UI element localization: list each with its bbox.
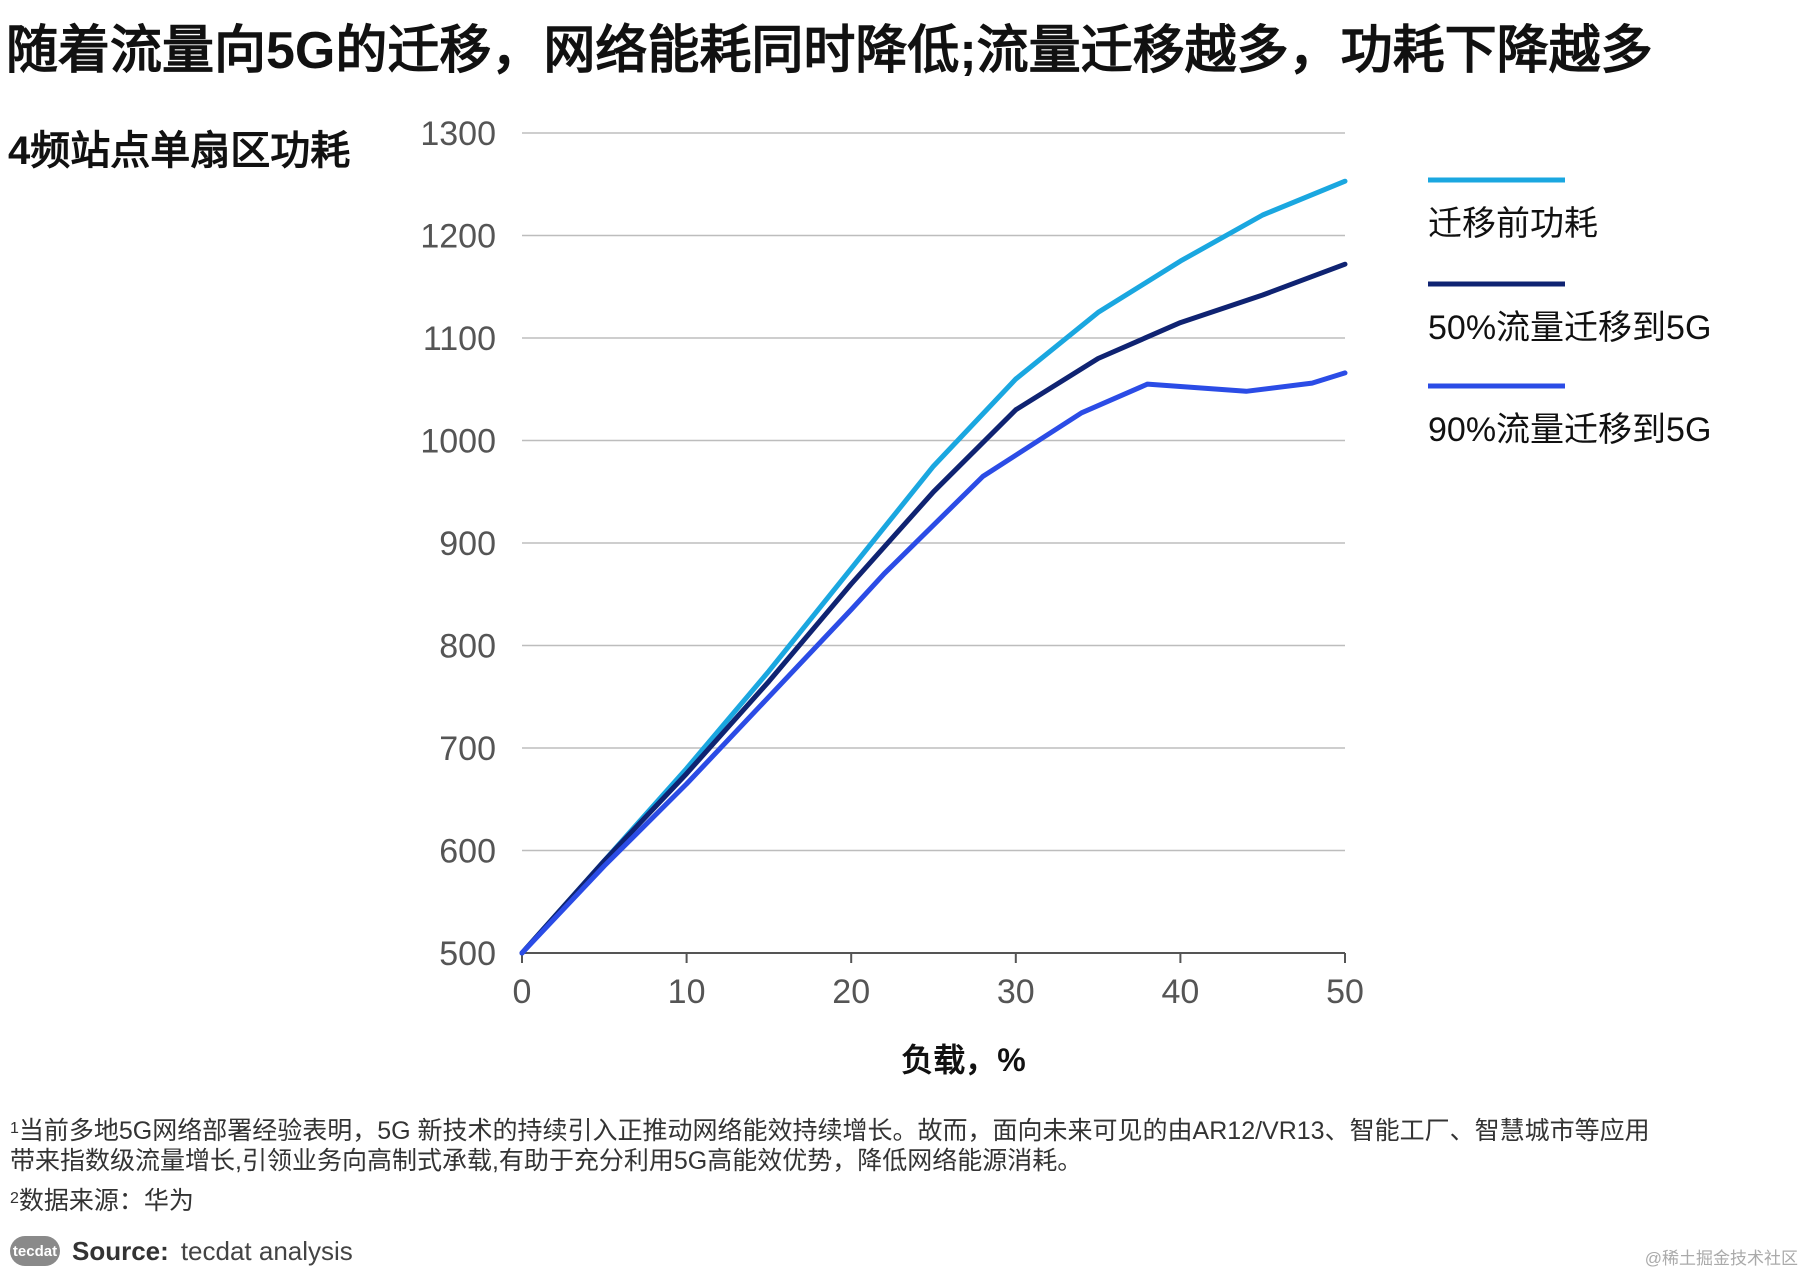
footnote-text: 数据来源：华为: [18, 1187, 194, 1215]
y-tick-label: 800: [439, 628, 496, 666]
legend-label: 50%流量迁移到5G: [1428, 309, 1711, 347]
footnote-1: 1当前多地5G网络部署经验表明，5G 新技术的持续引入正推动网络能效持续增长。故…: [10, 1116, 1650, 1146]
x-tick-label: 0: [513, 973, 532, 1011]
footnote-2: 2数据来源：华为: [10, 1186, 194, 1216]
source-label: Source:: [72, 1235, 169, 1266]
page-title: 随着流量向5G的迁移，网络能耗同时降低;流量迁移越多，功耗下降越多: [6, 22, 1653, 80]
footnote-1-continued: 带来指数级流量增长,引领业务向高制式承载,有助于充分利用5G高能效优势，降低网络…: [10, 1146, 1082, 1176]
footnote-text: 当前多地5G网络部署经验表明，5G 新技术的持续引入正推动网络能效持续增长。故而…: [18, 1117, 1650, 1145]
source-line: tecdat Source: tecdat analysis: [10, 1234, 353, 1268]
chart-subtitle: 4频站点单扇区功耗: [8, 129, 351, 173]
y-tick-label: 1100: [423, 320, 496, 358]
line-chart: 500 600 700 800 900 1000 1100 1200 1300 0 10 20 30 40…: [420, 115, 1711, 1078]
source-value: tecdat analysis: [180, 1235, 353, 1266]
x-tick-label: 40: [1161, 973, 1199, 1011]
legend-label: 迁移前功耗: [1428, 205, 1598, 243]
y-tick-label: 900: [439, 525, 496, 563]
tecdat-logo: tecdat: [10, 1236, 60, 1266]
x-axis-label: 负载，%: [901, 1042, 1025, 1078]
footnote-marker: 2: [10, 1190, 19, 1207]
y-tick-label: 1300: [420, 115, 496, 153]
y-tick-label: 500: [439, 935, 496, 973]
y-tick-label: 1200: [420, 218, 496, 256]
y-tick-label: 700: [439, 730, 496, 768]
series-line-3: [519, 370, 1348, 956]
footnote-marker: 1: [10, 1120, 19, 1137]
watermark: @稀土掘金技术社区: [1644, 1249, 1798, 1268]
series-line-2: [519, 261, 1348, 956]
y-tick-label: 600: [439, 833, 496, 871]
y-tick-label: 1000: [420, 423, 496, 461]
footnote-text: 带来指数级流量增长,引领业务向高制式承载,有助于充分利用5G高能效优势，降低网络…: [10, 1147, 1083, 1175]
legend-label: 90%流量迁移到5G: [1428, 411, 1711, 449]
series-line-1: [519, 178, 1348, 956]
x-tick-label: 10: [668, 973, 706, 1011]
x-tick-label: 20: [832, 973, 870, 1011]
x-tick-label: 30: [997, 973, 1035, 1011]
x-tick-label: 50: [1326, 973, 1364, 1011]
